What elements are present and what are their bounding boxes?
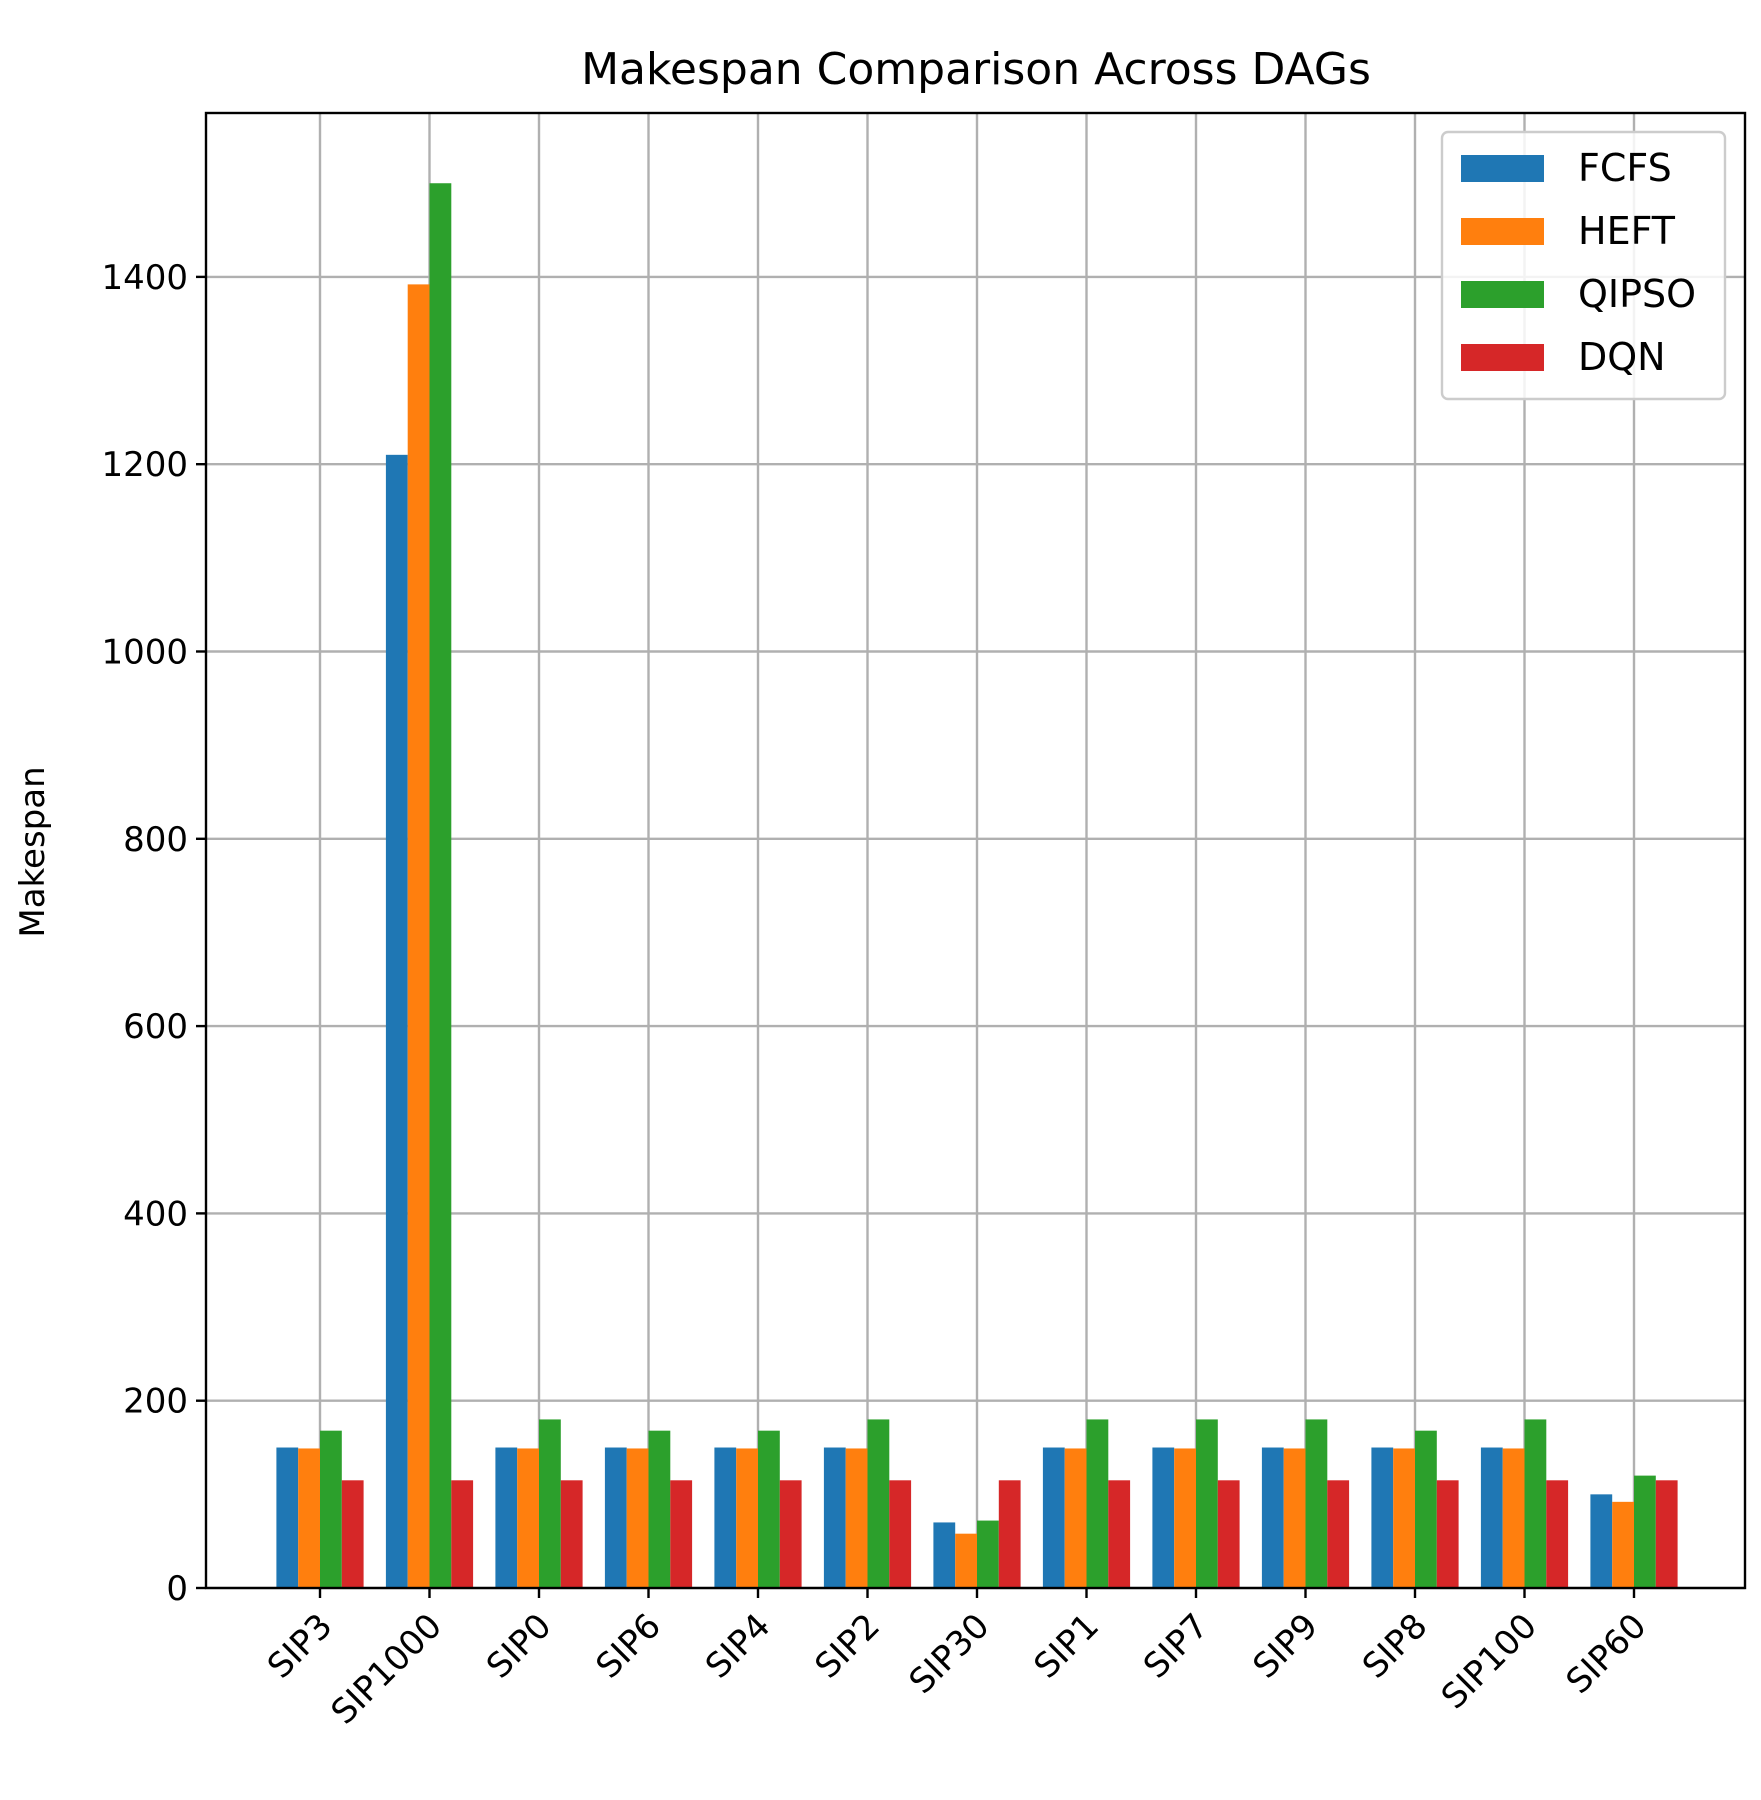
legend-box [1440,130,1727,401]
bar-dqn-sip4 [779,1480,802,1588]
bar-qipso-sip30 [977,1520,999,1588]
bar-heft-sip1000 [407,284,430,1588]
bar-dqn-sip60 [1655,1480,1678,1588]
bar-qipso-sip9 [1305,1419,1328,1588]
bar-dqn-sip0 [560,1480,583,1588]
bar-heft-sip1 [1064,1448,1087,1588]
legend-swatch-fcfs [1461,155,1544,182]
bar-qipso-sip100 [1524,1419,1547,1588]
x-tick-label-sip3: SIP3 [260,1606,340,1686]
grid-lines [206,113,1745,1590]
bar-fcfs-sip30 [933,1522,956,1588]
x-tick-label-sip60: SIP60 [1559,1606,1655,1702]
x-tick-label-sip0: SIP0 [479,1606,559,1686]
bar-dqn-sip7 [1217,1480,1240,1588]
bar-heft-sip9 [1283,1448,1306,1588]
bar-qipso-sip6 [648,1430,671,1588]
bar-fcfs-sip0 [495,1447,518,1588]
plot-frame [204,111,1747,1590]
x-tick-label-sip1: SIP1 [1026,1606,1106,1686]
y-tick-label: 1200 [101,445,188,485]
y-tick-label: 800 [123,820,188,860]
legend-label-dqn: DQN [1578,335,1666,379]
bar-dqn-sip100 [1546,1480,1569,1588]
bar-heft-sip3 [298,1448,320,1588]
legend-swatch-heft [1461,218,1544,245]
legend-label-qipso: QIPSO [1578,272,1696,316]
bar-heft-sip6 [626,1448,649,1588]
legend-label-fcfs: FCFS [1578,146,1672,190]
y-tick-label: 400 [123,1194,188,1234]
y-axis-ticks: 0 200 400 600 800 1000 1200 1400 [101,258,206,1609]
bar-qipso-sip1 [1086,1419,1109,1588]
y-tick-label: 1400 [101,258,188,298]
y-axis-label: Makespan [13,766,53,937]
bar-qipso-sip4 [758,1430,780,1588]
bar-fcfs-sip2 [823,1447,846,1588]
y-tick-label: 600 [123,1007,188,1047]
bar-fcfs-sip6 [604,1447,627,1588]
bar-dqn-sip3 [341,1480,364,1588]
bar-fcfs-sip60 [1590,1494,1613,1588]
x-tick-label-sip9: SIP9 [1245,1606,1325,1686]
bar-heft-sip0 [517,1448,539,1588]
bar-heft-sip8 [1393,1448,1415,1588]
bar-heft-sip60 [1612,1501,1634,1588]
bar-dqn-sip6 [670,1480,693,1588]
bar-dqn-sip9 [1327,1480,1350,1588]
bar-fcfs-sip3 [276,1447,299,1588]
bar-fcfs-sip9 [1261,1447,1284,1588]
bar-qipso-sip3 [320,1430,342,1588]
bar-qipso-sip0 [539,1419,561,1588]
bar-dqn-sip1 [1108,1480,1131,1588]
bar-qipso-sip7 [1196,1419,1218,1588]
x-tick-label-sip4: SIP4 [698,1606,778,1686]
x-tick-label-sip100: SIP100 [1434,1606,1545,1717]
x-tick-label-sip7: SIP7 [1136,1606,1216,1686]
bar-fcfs-sip8 [1371,1447,1394,1588]
legend-swatch-qipso [1461,281,1544,308]
chart-title: Makespan Comparison Across DAGs [581,44,1371,95]
x-tick-label-sip1000: SIP1000 [324,1606,450,1732]
legend-swatch-dqn [1461,344,1544,371]
bar-dqn-sip2 [889,1480,912,1588]
bar-dqn-sip1000 [451,1480,474,1588]
bar-heft-sip30 [955,1533,977,1588]
bars [276,183,1678,1589]
bar-fcfs-sip4 [714,1447,737,1588]
bar-qipso-sip2 [867,1419,890,1588]
bar-qipso-sip1000 [429,183,452,1589]
y-tick-label: 200 [123,1382,188,1422]
bar-fcfs-sip100 [1480,1447,1503,1588]
bar-dqn-sip8 [1436,1480,1459,1588]
legend-label-heft: HEFT [1578,209,1676,253]
x-tick-label-sip2: SIP2 [807,1606,887,1686]
bar-heft-sip4 [736,1448,758,1588]
x-tick-label-sip30: SIP30 [902,1606,998,1702]
bar-fcfs-sip1000 [385,454,408,1589]
bar-fcfs-sip7 [1152,1447,1175,1588]
bar-qipso-sip60 [1634,1475,1656,1588]
bar-dqn-sip30 [998,1480,1021,1588]
bar-fcfs-sip1 [1042,1447,1065,1588]
y-tick-label: 0 [166,1569,188,1609]
y-tick-label: 1000 [101,632,188,672]
legend: FCFS HEFT QIPSO DQN [1440,130,1727,401]
x-tick-label-sip8: SIP8 [1355,1606,1435,1686]
bar-heft-sip100 [1502,1448,1525,1588]
x-tick-label-sip6: SIP6 [588,1606,668,1686]
bar-heft-sip7 [1174,1448,1196,1588]
bar-qipso-sip8 [1415,1430,1437,1588]
bar-heft-sip2 [845,1448,868,1588]
